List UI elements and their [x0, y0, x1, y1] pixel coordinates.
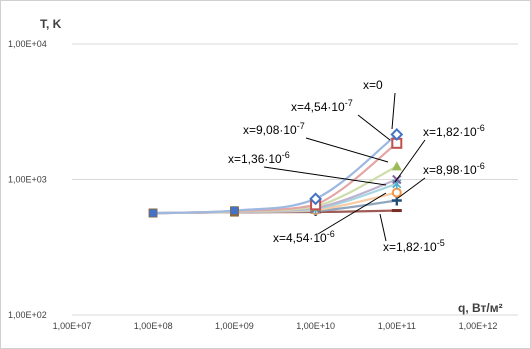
annotation-label: x=1,82·10-6	[423, 123, 485, 139]
annotation-label: x=9,08·10-7	[243, 121, 305, 137]
annotation-exponent: -6	[477, 161, 485, 171]
series-line	[153, 133, 398, 215]
annotation-leader	[397, 177, 426, 199]
annotation-leader	[379, 213, 387, 242]
x-tick-label: 1,00E+11	[378, 321, 416, 331]
y-tick-labels: 1,00E+02 1,00E+03 1,00E+04	[8, 39, 47, 320]
annotation-base: x=8,98·10	[423, 163, 477, 177]
annotation-exponent: -7	[297, 121, 305, 131]
data-point	[391, 209, 402, 213]
annotation-label: x=0	[363, 78, 383, 92]
y-tick-label: 1,00E+03	[8, 175, 47, 185]
x-tick-label: 1,00E+12	[459, 321, 498, 331]
annotation-base: x=1,82·10	[383, 240, 437, 254]
data-point	[148, 208, 158, 218]
annotation-leader	[394, 139, 426, 183]
annotation-exponent: -6	[327, 229, 335, 239]
y-axis-title: T, K	[40, 17, 62, 31]
y-tick-label: 1,00E+02	[8, 310, 47, 320]
annotation-leader	[391, 92, 396, 130]
annotation-leader	[263, 166, 387, 186]
annotation-label: x=8,98·10-6	[423, 161, 485, 177]
annotation-exponent: -6	[282, 150, 290, 160]
data-point	[309, 192, 323, 206]
x-tick-label: 1,00E+09	[215, 321, 254, 331]
annotation-label: x=4,54·10-7	[291, 98, 353, 114]
annotation-exponent: -5	[437, 238, 445, 248]
x-tick-label: 1,00E+07	[53, 321, 92, 331]
x-tick-label: 1,00E+08	[134, 321, 173, 331]
annotation-base: x=4,54·10	[291, 100, 345, 114]
annotation-base: x=1,36·10	[228, 152, 282, 166]
annotation-base: x=0	[363, 78, 383, 92]
annotation-base: x=4,54·10	[273, 231, 327, 245]
y-tick-label: 1,00E+04	[8, 39, 47, 49]
annotation-leader	[305, 137, 389, 163]
x-tick-label: 1,00E+10	[296, 321, 335, 331]
series-markers	[148, 128, 404, 218]
data-point	[391, 161, 402, 171]
annotation-exponent: -6	[477, 123, 485, 133]
annotation-leader	[317, 192, 387, 235]
data-point	[390, 128, 404, 141]
x-axis-title: q, Вт/м²	[458, 301, 503, 315]
annotation-leaders	[263, 92, 426, 242]
annotation-leader	[357, 114, 391, 141]
annotation-exponent: -7	[345, 98, 353, 108]
annotation-labels: x=0x=4,54·10-7x=9,08·10-7x=1,36·10-6x=1,…	[228, 78, 485, 254]
data-point	[391, 187, 402, 198]
series-lines	[153, 133, 398, 215]
annotation-label: x=1,82·10-5	[383, 238, 445, 254]
grid-layer	[72, 43, 518, 316]
annotation-label: x=1,36·10-6	[228, 150, 290, 166]
data-point	[230, 206, 239, 215]
x-tick-labels: 1,00E+07 1,00E+08 1,00E+09 1,00E+10 1,00E+11…	[53, 321, 498, 331]
annotation-base: x=9,08·10	[243, 123, 297, 137]
annotation-label: x=4,54·10-6	[273, 229, 335, 245]
annotation-base: x=1,82·10	[423, 125, 477, 139]
